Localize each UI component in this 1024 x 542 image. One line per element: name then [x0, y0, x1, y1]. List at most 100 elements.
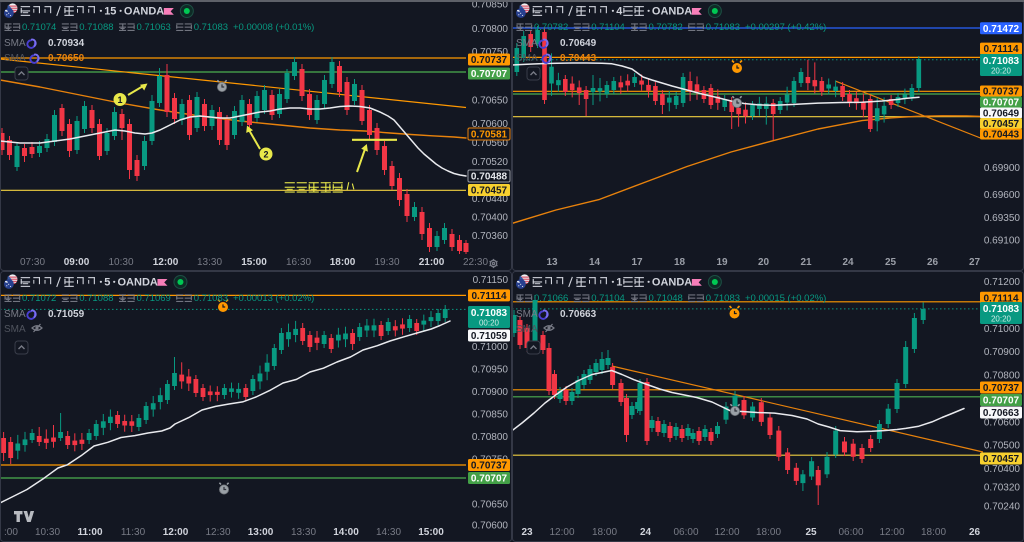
svg-text:OANDA: OANDA — [652, 5, 692, 17]
svg-text:25: 25 — [885, 257, 897, 268]
svg-text:0.71114: 0.71114 — [983, 293, 1018, 304]
svg-text:0.70737: 0.70737 — [471, 55, 508, 66]
svg-text:SMA: SMA — [4, 53, 26, 64]
svg-text:18:00: 18:00 — [592, 527, 617, 538]
svg-text:0.70400: 0.70400 — [984, 464, 1021, 475]
svg-text:0.71000: 0.71000 — [984, 324, 1021, 335]
svg-text:0.71472: 0.71472 — [983, 24, 1020, 35]
svg-text:18:00: 18:00 — [921, 527, 946, 538]
svg-text:18:00: 18:00 — [330, 257, 356, 268]
svg-text:0.70950: 0.70950 — [472, 365, 509, 376]
svg-text:14:00: 14:00 — [333, 527, 359, 538]
svg-text:0.70650: 0.70650 — [472, 500, 509, 511]
svg-text:0.71088: 0.71088 — [79, 293, 113, 304]
svg-text:0.70800: 0.70800 — [984, 371, 1021, 382]
svg-text:0.71114: 0.71114 — [471, 291, 506, 302]
svg-text:25: 25 — [805, 527, 817, 538]
svg-text:0.70707: 0.70707 — [983, 396, 1020, 407]
svg-text:5: 5 — [104, 276, 110, 288]
svg-text:20:20: 20:20 — [991, 314, 1012, 323]
svg-text:12:00: 12:00 — [714, 527, 739, 538]
svg-text:0.71072: 0.71072 — [22, 293, 56, 304]
svg-text:24: 24 — [640, 527, 652, 538]
svg-text:0.70737: 0.70737 — [983, 383, 1020, 394]
svg-text:15:00: 15:00 — [418, 527, 444, 538]
svg-text:OANDA: OANDA — [124, 5, 164, 17]
svg-text:13: 13 — [546, 257, 558, 268]
svg-text:0.70900: 0.70900 — [984, 347, 1021, 358]
svg-text:0.71063: 0.71063 — [137, 22, 171, 33]
svg-text:0.71083: 0.71083 — [706, 22, 740, 33]
svg-text:0.71083: 0.71083 — [194, 293, 228, 304]
svg-text:0.71104: 0.71104 — [591, 293, 625, 304]
svg-text:20:20: 20:20 — [991, 66, 1012, 75]
svg-text:0.70443: 0.70443 — [560, 53, 597, 64]
svg-text:1: 1 — [616, 276, 622, 288]
svg-text:0.71000: 0.71000 — [472, 342, 509, 353]
svg-text:26: 26 — [927, 257, 939, 268]
svg-text:0.70440: 0.70440 — [472, 194, 509, 205]
svg-text:16:30: 16:30 — [286, 257, 311, 268]
svg-text:0.70707: 0.70707 — [471, 474, 508, 485]
svg-text:SMA: SMA — [4, 324, 26, 335]
svg-text:0.70850: 0.70850 — [472, 0, 509, 11]
svg-text:14:30: 14:30 — [376, 527, 401, 538]
svg-text:17: 17 — [631, 257, 643, 268]
svg-text:0.71083: 0.71083 — [706, 293, 740, 304]
svg-text:0.71083: 0.71083 — [471, 308, 508, 319]
svg-text:15:00: 15:00 — [241, 257, 267, 268]
svg-text:0.70782: 0.70782 — [534, 22, 568, 33]
svg-text:0.70457: 0.70457 — [983, 119, 1020, 130]
svg-text:0.70240: 0.70240 — [984, 501, 1021, 512]
svg-text:12:00: 12:00 — [163, 527, 189, 538]
svg-text:SMA: SMA — [4, 38, 26, 49]
svg-text:15: 15 — [104, 5, 116, 17]
svg-text:SMA: SMA — [516, 38, 538, 49]
svg-text:13:00: 13:00 — [248, 527, 274, 538]
svg-text:0.70600: 0.70600 — [984, 417, 1021, 428]
svg-text:0.71088: 0.71088 — [79, 22, 113, 33]
svg-text:0.70400: 0.70400 — [472, 213, 509, 224]
svg-text:13:30: 13:30 — [197, 257, 222, 268]
svg-text:12:00: 12:00 — [153, 257, 179, 268]
svg-text:0.70737: 0.70737 — [471, 461, 508, 472]
svg-text:0.70663: 0.70663 — [560, 309, 597, 320]
svg-text:0.70850: 0.70850 — [472, 410, 509, 421]
svg-text:13:30: 13:30 — [291, 527, 316, 538]
svg-text:0.70800: 0.70800 — [472, 432, 509, 443]
svg-text:0.71069: 0.71069 — [137, 293, 171, 304]
svg-text:0.70800: 0.70800 — [472, 24, 509, 35]
svg-text:00:20: 00:20 — [479, 318, 500, 327]
svg-text:0.71150: 0.71150 — [473, 275, 509, 286]
svg-text:26: 26 — [969, 527, 981, 538]
svg-text:0.70457: 0.70457 — [983, 454, 1020, 465]
svg-text:0.70457: 0.70457 — [471, 186, 508, 197]
svg-text:+0.00008 (+0.01%): +0.00008 (+0.01%) — [233, 22, 314, 33]
svg-text:06:00: 06:00 — [673, 527, 698, 538]
svg-text::00: :00 — [4, 527, 18, 538]
svg-text:18:00: 18:00 — [756, 527, 781, 538]
svg-text:0.71200: 0.71200 — [984, 277, 1021, 288]
svg-text:0.70663: 0.70663 — [983, 408, 1020, 419]
svg-text:0.71074: 0.71074 — [22, 22, 56, 33]
svg-text:0.71083: 0.71083 — [983, 304, 1020, 315]
svg-text:OANDA: OANDA — [652, 276, 692, 288]
svg-text:0.70560: 0.70560 — [472, 138, 509, 149]
svg-text:0.70782: 0.70782 — [649, 22, 683, 33]
svg-text:12:30: 12:30 — [205, 527, 230, 538]
svg-text:21: 21 — [800, 257, 812, 268]
svg-text:0.70360: 0.70360 — [472, 231, 509, 242]
svg-text:0.71083: 0.71083 — [983, 56, 1020, 67]
svg-text:0.71059: 0.71059 — [48, 309, 85, 320]
svg-text:4: 4 — [616, 5, 623, 17]
svg-text:SMA: SMA — [516, 309, 538, 320]
svg-text:SMA: SMA — [4, 309, 26, 320]
svg-text:27: 27 — [969, 257, 981, 268]
svg-text:0.70707: 0.70707 — [471, 69, 508, 80]
svg-text:0.70649: 0.70649 — [983, 109, 1020, 120]
svg-text:0.71104: 0.71104 — [591, 22, 625, 33]
svg-text:0.70488: 0.70488 — [471, 172, 508, 183]
svg-text:0.70649: 0.70649 — [560, 38, 597, 49]
svg-text:09:00: 09:00 — [64, 257, 90, 268]
svg-text:18: 18 — [674, 257, 686, 268]
